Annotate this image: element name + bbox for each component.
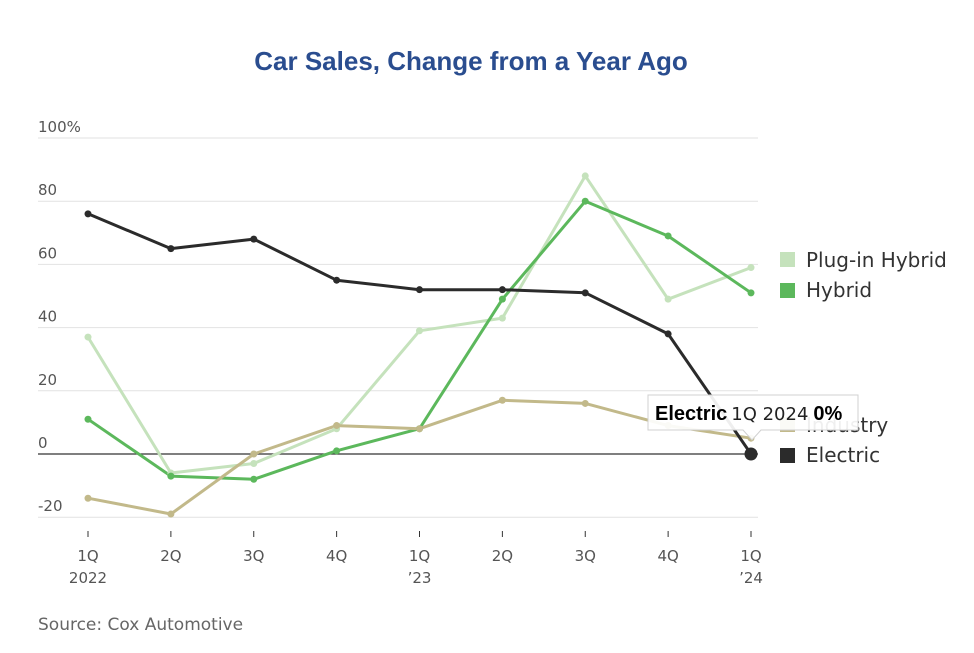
x-axis-ticks: 1Q 2022 2Q 3Q 4Q 1Q ’23 2Q 3Q 4Q 1Q ’24 [69,531,763,587]
x-tick-year-label: 2022 [69,569,107,587]
series-lines [86,174,753,516]
legend-swatch-plug-in-hybrid [780,252,795,267]
x-tick-year-label: ’23 [408,569,432,587]
y-tick-label: 60 [38,244,57,262]
legend-label-hybrid: Hybrid [806,278,872,302]
legend-swatch-electric [780,448,795,463]
tooltip-value: 0% [813,403,842,425]
y-tick-label: -20 [38,497,63,515]
x-tick-label: 3Q [575,547,596,565]
data-point-industry[interactable] [333,422,341,430]
x-tick-label: 4Q [326,547,347,565]
data-point-plug-in-hybrid[interactable] [84,333,92,341]
y-tick-label: 100% [38,118,81,136]
x-tick-label: 1Q [409,547,430,565]
data-point-industry[interactable] [167,510,175,518]
data-point-electric[interactable] [581,289,589,297]
source-note: Source: Cox Automotive [38,615,243,635]
data-point-plug-in-hybrid[interactable] [747,264,755,272]
data-point-electric[interactable] [664,330,672,338]
data-point-hybrid[interactable] [333,447,341,455]
x-tick-label: 3Q [243,547,264,565]
data-point-hybrid[interactable] [498,295,506,303]
data-point-electric[interactable] [167,245,175,253]
x-tick-label: 1Q [77,547,98,565]
data-point-hybrid[interactable] [664,232,672,240]
data-point-plug-in-hybrid[interactable] [498,314,506,322]
data-point-hybrid[interactable] [167,472,175,480]
data-point-industry[interactable] [84,494,92,502]
data-point-industry[interactable] [250,450,258,458]
data-point-hybrid[interactable] [581,197,589,205]
data-point-electric[interactable] [84,210,92,218]
series-line-hybrid [86,199,753,481]
tooltip-text: Electric 1Q 2024 0% [655,403,843,425]
y-axis-ticks: 100% 80 60 40 20 0 -20 [38,118,81,515]
data-point-industry[interactable] [498,396,506,404]
legend-label-plug-in-hybrid: Plug-in Hybrid [806,248,947,272]
data-point-plug-in-hybrid[interactable] [581,172,589,180]
tooltip-period: 1Q 2024 [731,404,808,425]
legend-item-plug-in-hybrid[interactable]: Plug-in Hybrid [780,248,947,272]
data-point-electric[interactable] [498,286,506,294]
y-tick-label: 0 [38,434,48,452]
y-tick-label: 40 [38,308,57,326]
data-point-hybrid[interactable] [250,475,258,483]
data-point-electric[interactable] [416,286,423,294]
data-point-hybrid[interactable] [84,415,92,423]
data-point-plug-in-hybrid[interactable] [416,327,423,335]
x-tick-label: 2Q [492,547,513,565]
x-tick-label: 2Q [160,547,181,565]
legend-item-hybrid[interactable]: Hybrid [780,278,872,302]
chart-title: Car Sales, Change from a Year Ago [254,46,688,76]
data-point-electric[interactable] [250,235,258,243]
legend-item-electric[interactable]: Electric [780,443,880,467]
legend: Plug-in Hybrid Hybrid Industry Electric [780,248,947,467]
y-tick-label: 20 [38,371,57,389]
x-tick-label: 1Q [740,547,761,565]
x-tick-label: 4Q [657,547,678,565]
data-point-industry[interactable] [416,425,423,433]
data-point-electric[interactable] [333,276,341,284]
legend-swatch-hybrid [780,283,795,298]
x-tick-year-label: ’24 [739,569,763,587]
data-point-electric[interactable] [744,447,758,461]
y-tick-label: 80 [38,181,57,199]
data-point-hybrid[interactable] [747,289,755,297]
tooltip-box [647,394,859,441]
series-points [84,172,758,518]
data-point-plug-in-hybrid[interactable] [250,459,258,467]
data-point-industry[interactable] [581,399,589,407]
tooltip-series: Electric [655,403,727,425]
tooltip: Electric 1Q 2024 0% [647,394,859,441]
legend-label-electric: Electric [806,443,880,467]
data-point-plug-in-hybrid[interactable] [664,295,672,303]
